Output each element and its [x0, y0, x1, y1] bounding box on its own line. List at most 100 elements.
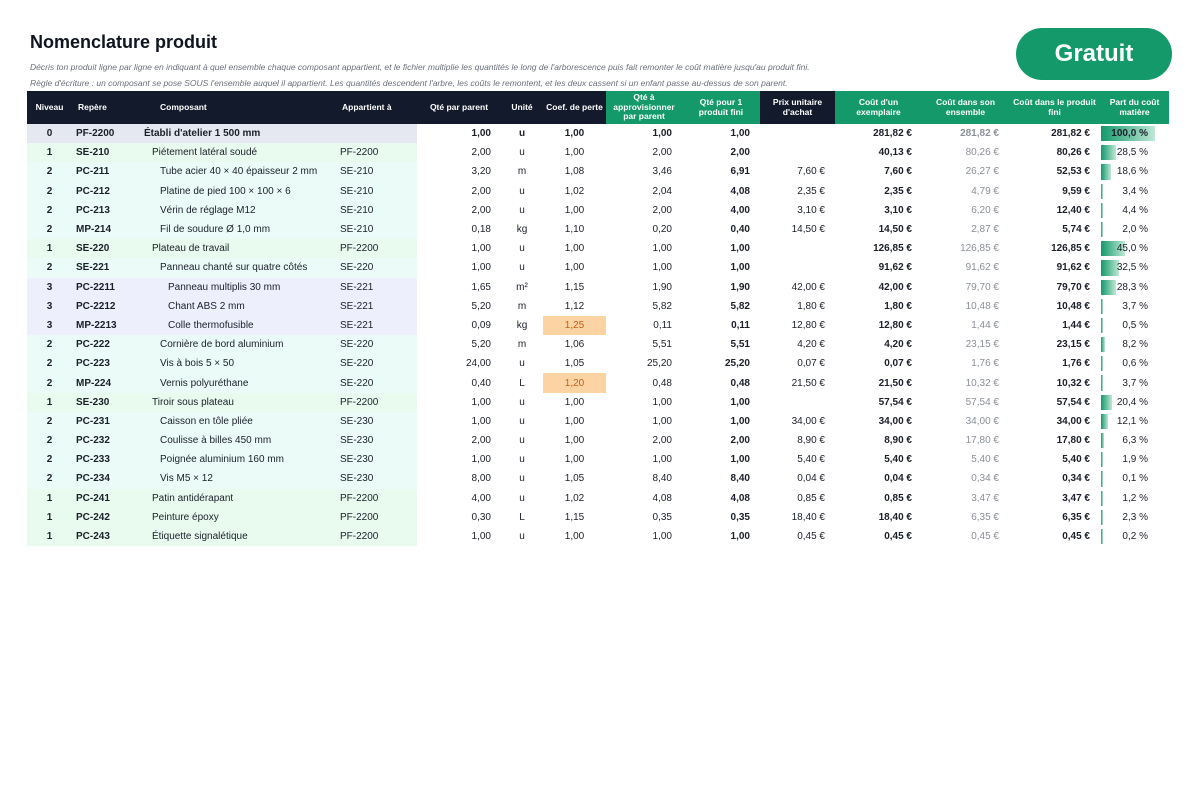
- cell-prix-unitaire[interactable]: [760, 124, 835, 143]
- cell-qte-produit-fini[interactable]: 0,35: [730, 511, 750, 523]
- cell-cout-ensemble[interactable]: 1,76 €: [971, 358, 999, 370]
- cell-prix-unitaire[interactable]: 21,50 €: [791, 377, 825, 389]
- cell-qte-parent[interactable]: 8,00: [471, 473, 491, 485]
- table-row[interactable]: 1 SE-210 Piétement latéral soudé PF-2200 2,0…: [27, 143, 1169, 163]
- cell-appartient[interactable]: SE-230: [336, 431, 417, 451]
- cell-niveau[interactable]: 2: [27, 258, 72, 278]
- cell-unite[interactable]: m²: [516, 281, 528, 293]
- cell-part-cout[interactable]: 32,5 %: [1100, 258, 1169, 277]
- cell-unite[interactable]: u: [519, 531, 525, 543]
- cell-unite[interactable]: u: [519, 243, 525, 255]
- cell-qte-parent[interactable]: 3,20: [471, 166, 491, 178]
- cell-unite[interactable]: kg: [516, 319, 528, 331]
- cell-repere[interactable]: SE-221: [72, 258, 140, 278]
- cell-repere[interactable]: PC-213: [72, 200, 140, 220]
- cell-part-cout[interactable]: 8,2 %: [1100, 335, 1169, 354]
- cell-repere[interactable]: MP-214: [72, 219, 140, 240]
- cell-unite[interactable]: m: [517, 300, 527, 312]
- cell-prix-unitaire[interactable]: [760, 239, 835, 258]
- cell-cout-exemplaire[interactable]: 21,50 €: [878, 377, 912, 389]
- cell-qte-parent[interactable]: 1,65: [471, 281, 491, 293]
- cell-coef-perte[interactable]: 1,00: [564, 262, 585, 274]
- cell-qte-approvisionner[interactable]: 4,08: [652, 492, 672, 504]
- cell-cout-exemplaire[interactable]: 18,40 €: [878, 511, 912, 523]
- cell-qte-produit-fini[interactable]: 5,82: [730, 300, 750, 312]
- cell-repere[interactable]: SE-210: [72, 143, 140, 163]
- cell-unite[interactable]: m: [517, 166, 527, 178]
- cell-unite[interactable]: u: [519, 358, 525, 370]
- cell-qte-parent[interactable]: 0,30: [471, 511, 491, 523]
- cell-niveau[interactable]: 2: [27, 335, 72, 355]
- cell-cout-produit-fini[interactable]: 23,15 €: [1056, 339, 1090, 351]
- cell-cout-ensemble[interactable]: 2,87 €: [971, 224, 999, 236]
- cell-repere[interactable]: PC-234: [72, 469, 140, 489]
- cell-unite[interactable]: u: [519, 185, 525, 197]
- cell-composant[interactable]: Coulisse à billes 450 mm: [140, 431, 336, 451]
- cell-part-cout[interactable]: 0,5 %: [1100, 316, 1169, 335]
- cell-repere[interactable]: PC-2212: [72, 296, 140, 316]
- table-row[interactable]: 2 PC-222 Cornière de bord aluminium SE-220 5…: [27, 335, 1169, 355]
- cell-appartient[interactable]: SE-210: [336, 219, 417, 240]
- cell-cout-ensemble[interactable]: 79,70 €: [965, 281, 999, 293]
- cell-cout-produit-fini[interactable]: 52,53 €: [1056, 166, 1090, 178]
- cell-cout-exemplaire[interactable]: 4,20 €: [884, 339, 912, 351]
- cell-qte-approvisionner[interactable]: 1,00: [652, 128, 672, 140]
- cell-cout-produit-fini[interactable]: 17,80 €: [1056, 435, 1090, 447]
- cell-part-cout[interactable]: 20,4 %: [1100, 393, 1169, 412]
- cell-composant[interactable]: Fil de soudure Ø 1,0 mm: [140, 219, 336, 240]
- cell-qte-produit-fini[interactable]: 0,40: [730, 224, 750, 236]
- cell-qte-approvisionner[interactable]: 3,46: [652, 166, 672, 178]
- cell-niveau[interactable]: 1: [27, 392, 72, 412]
- gratuit-badge-button[interactable]: Gratuit: [1016, 28, 1172, 80]
- table-row[interactable]: 2 PC-213 Vérin de réglage M12 SE-210 2,00 u 1,…: [27, 200, 1169, 220]
- table-row[interactable]: 1 SE-230 Tiroir sous plateau PF-2200 1,00 u 1,…: [27, 392, 1169, 412]
- cell-prix-unitaire[interactable]: 4,20 €: [797, 339, 825, 351]
- cell-appartient[interactable]: SE-210: [336, 200, 417, 220]
- cell-unite[interactable]: u: [519, 492, 525, 504]
- cell-qte-produit-fini[interactable]: 1,00: [730, 128, 750, 140]
- cell-unite[interactable]: u: [519, 262, 525, 274]
- cell-qte-parent[interactable]: 2,00: [471, 147, 491, 159]
- cell-part-cout[interactable]: 3,7 %: [1100, 373, 1169, 392]
- cell-repere[interactable]: PC-243: [72, 526, 140, 547]
- cell-cout-produit-fini[interactable]: 5,74 €: [1062, 224, 1090, 236]
- cell-prix-unitaire[interactable]: 0,45 €: [797, 531, 825, 543]
- cell-niveau[interactable]: 1: [27, 143, 72, 163]
- cell-coef-perte[interactable]: 1,00: [564, 531, 585, 543]
- cell-part-cout[interactable]: 0,1 %: [1100, 469, 1169, 488]
- cell-qte-approvisionner[interactable]: 1,00: [652, 531, 672, 543]
- cell-coef-perte[interactable]: 1,00: [564, 147, 585, 159]
- cell-qte-approvisionner[interactable]: 0,48: [652, 377, 672, 389]
- cell-appartient[interactable]: SE-220: [336, 373, 417, 393]
- cell-composant[interactable]: Caisson en tôle pliée: [140, 411, 336, 431]
- cell-cout-produit-fini[interactable]: 1,44 €: [1062, 319, 1090, 331]
- cell-niveau[interactable]: 1: [27, 507, 72, 527]
- cell-coef-perte[interactable]: 1,00: [564, 454, 585, 466]
- cell-qte-approvisionner[interactable]: 8,40: [652, 473, 672, 485]
- cell-qte-produit-fini[interactable]: 1,00: [730, 531, 750, 543]
- cell-part-cout[interactable]: 1,9 %: [1100, 450, 1169, 469]
- cell-cout-exemplaire[interactable]: 34,00 €: [878, 415, 912, 427]
- cell-unite[interactable]: u: [519, 204, 525, 216]
- cell-niveau[interactable]: 2: [27, 200, 72, 220]
- table-row[interactable]: 1 SE-220 Plateau de travail PF-2200 1,00 u 1,0…: [27, 239, 1169, 259]
- cell-qte-approvisionner[interactable]: 1,00: [652, 396, 672, 408]
- cell-qte-produit-fini[interactable]: 6,91: [730, 166, 750, 178]
- cell-niveau[interactable]: 1: [27, 526, 72, 547]
- cell-repere[interactable]: MP-2213: [72, 315, 140, 336]
- table-row[interactable]: 1 PC-241 Patin antidérapant PF-2200 4,00 u 1,0…: [27, 488, 1169, 508]
- cell-unite[interactable]: m: [517, 339, 527, 351]
- cell-niveau[interactable]: 2: [27, 373, 72, 393]
- cell-prix-unitaire[interactable]: 7,60 €: [797, 166, 825, 178]
- cell-composant[interactable]: Peinture époxy: [140, 507, 336, 527]
- cell-appartient[interactable]: PF-2200: [336, 526, 417, 547]
- cell-qte-parent[interactable]: 1,00: [471, 396, 491, 408]
- cell-qte-approvisionner[interactable]: 0,35: [652, 511, 672, 523]
- cell-prix-unitaire[interactable]: [760, 258, 835, 277]
- table-row[interactable]: 3 PC-2212 Chant ABS 2 mm SE-221 5,20 m 1,12 5,8…: [27, 296, 1169, 316]
- cell-qte-produit-fini[interactable]: 1,00: [730, 415, 750, 427]
- cell-repere[interactable]: PC-233: [72, 450, 140, 470]
- cell-composant[interactable]: Établi d'atelier 1 500 mm: [140, 124, 336, 144]
- cell-part-cout[interactable]: 1,2 %: [1100, 489, 1169, 508]
- cell-prix-unitaire[interactable]: 1,80 €: [797, 300, 825, 312]
